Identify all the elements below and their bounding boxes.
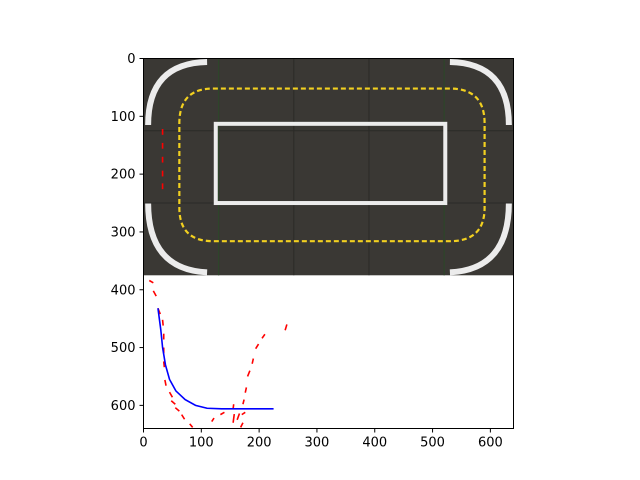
red-segment-12	[162, 361, 166, 368]
blue-trajectory-line	[157, 308, 274, 410]
red-segment-32	[284, 324, 288, 331]
x-tick-label-500: 500	[420, 436, 445, 451]
red-segment-9	[161, 319, 164, 326]
corner-line-top-left	[145, 58, 208, 125]
y-tick-label-100: 100	[111, 110, 136, 125]
red-segment-27	[244, 387, 248, 393]
red-segment-22	[232, 413, 236, 423]
x-tick-label-400: 400	[362, 436, 387, 451]
red-segment-17	[180, 414, 186, 420]
red-segment-20	[219, 411, 225, 416]
x-tick-label-0: 0	[139, 436, 147, 451]
y-tick-label-200: 200	[111, 168, 136, 183]
red-segment-30	[254, 343, 260, 350]
red-segment-28	[246, 370, 251, 377]
red-segment-19	[211, 417, 215, 423]
red-segment-29	[251, 358, 255, 364]
red-segment-18	[189, 423, 194, 428]
inner-white-rectangle	[213, 121, 448, 206]
x-tick-label-100: 100	[189, 436, 214, 451]
red-segment-24	[241, 411, 246, 416]
axes-frame	[143, 58, 514, 429]
red-segment-23	[236, 413, 241, 421]
y-tick-label-0: 0	[127, 52, 135, 67]
y-tick-label-600: 600	[111, 399, 136, 414]
plot-marks	[148, 129, 288, 428]
x-tick-label-300: 300	[305, 436, 330, 451]
red-segment-25	[239, 422, 244, 428]
y-tick-label-300: 300	[111, 225, 136, 240]
red-segment-6	[148, 279, 154, 284]
red-segment-15	[170, 400, 176, 405]
red-segment-7	[152, 290, 157, 297]
corner-line-bottom-left	[145, 203, 208, 276]
red-segment-26	[242, 399, 245, 405]
red-segment-14	[168, 391, 174, 398]
y-tick-label-400: 400	[111, 283, 136, 298]
y-tick-label-500: 500	[111, 341, 136, 356]
yellow-dashed-loop	[178, 87, 486, 243]
corner-line-top-right	[449, 58, 512, 125]
red-segment-13	[164, 379, 167, 386]
track-background-image	[143, 58, 514, 276]
x-tick-label-200: 200	[247, 436, 272, 451]
x-tick-label-600: 600	[478, 436, 503, 451]
red-segment-31	[261, 333, 266, 339]
corner-line-bottom-right	[449, 203, 512, 276]
red-segment-16	[174, 407, 180, 412]
x-axis: 0 100 200 300 400 500 600	[139, 428, 503, 451]
asphalt-area	[143, 58, 514, 276]
y-axis: 0 100 200 300 400 500 600	[111, 52, 144, 414]
